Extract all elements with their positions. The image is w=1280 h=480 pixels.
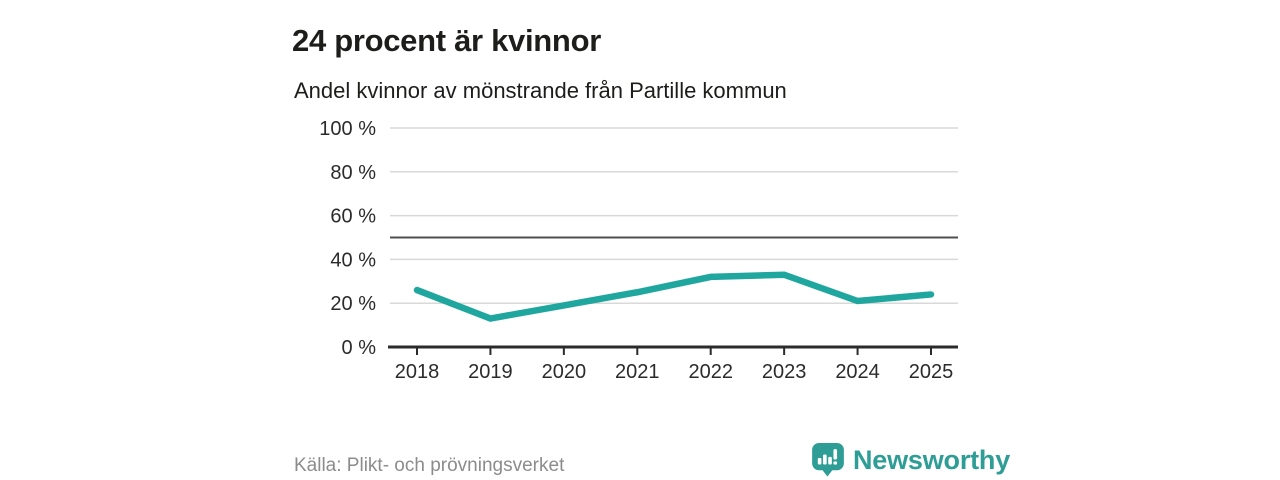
y-axis-label: 0 % — [342, 337, 377, 359]
y-axis-label: 80 % — [330, 162, 376, 184]
x-axis-label: 2021 — [615, 361, 660, 383]
source-text: Källa: Plikt- och prövningsverket — [294, 455, 565, 476]
y-axis-label: 40 % — [330, 249, 376, 271]
line-chart: 2018 2019 2020 2021 2022 2023 2024 2025 0 % 20 % 4… — [319, 118, 958, 383]
newsworthy-logo-icon — [811, 443, 845, 477]
chart-subtitle: Andel kvinnor av mönstrande från Partill… — [294, 78, 787, 103]
x-axis-label: 2018 — [395, 361, 440, 383]
data-series-line — [413, 271, 935, 322]
x-axis-label: 2022 — [688, 361, 733, 383]
brand-name: Newsworthy — [853, 444, 1011, 475]
y-axis-label: 100 % — [319, 118, 376, 140]
brand-logo: Newsworthy — [811, 443, 1010, 477]
x-axis-label: 2024 — [835, 361, 880, 383]
x-axis-label: 2020 — [542, 361, 587, 383]
y-axis-label: 60 % — [330, 206, 376, 228]
x-axis-label: 2019 — [468, 361, 513, 383]
speech-bubble-shape — [812, 443, 844, 477]
page-title: 24 procent är kvinnor — [292, 22, 601, 58]
x-axis-label: 2025 — [909, 361, 954, 383]
x-axis-label: 2023 — [762, 361, 807, 383]
y-axis-label: 20 % — [330, 293, 376, 315]
